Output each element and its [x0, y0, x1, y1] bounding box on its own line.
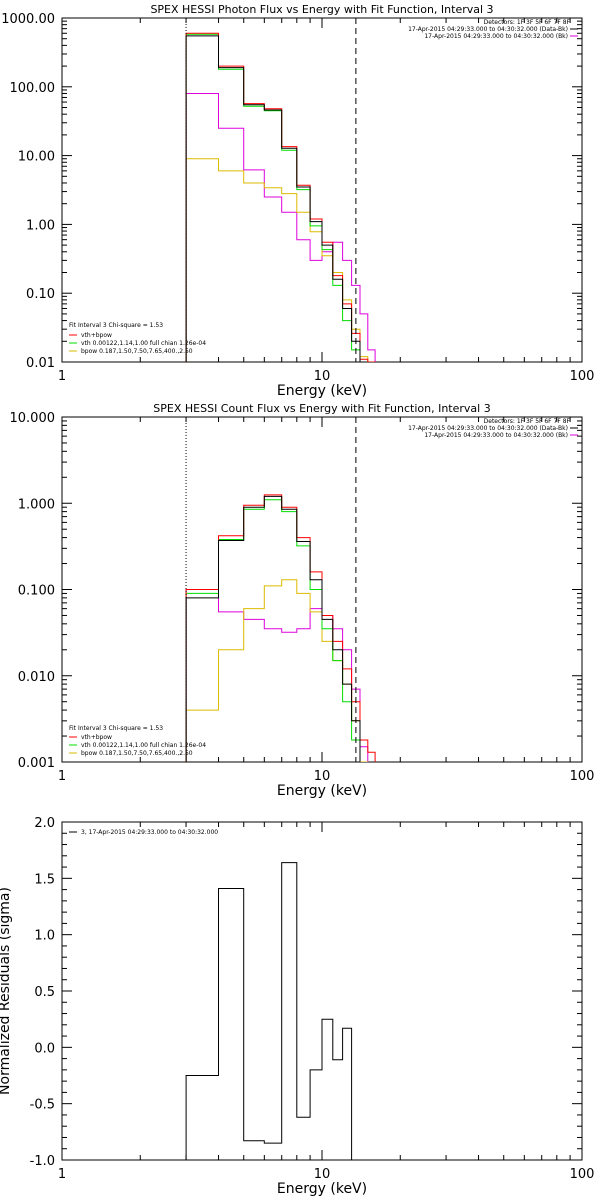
y-axis-title: Normalized Residuals (sigma): [0, 887, 13, 1095]
series-data-line: [185, 32, 376, 362]
legend-entry: vth+bpow: [81, 734, 112, 741]
header-line: 17-Apr-2015 04:29:33.000 to 04:30:32.000…: [424, 432, 568, 439]
y-tick-label: 1.00: [26, 218, 55, 233]
chart-title: SPEX HESSI Photon Flux vs Energy with Fi…: [150, 3, 493, 16]
x-tick-label: 1: [58, 369, 66, 384]
y-tick-label: 2.0: [34, 816, 55, 831]
y-tick-label: 100.00: [10, 81, 56, 96]
y-tick-label: 0.001: [18, 756, 55, 771]
series-bkg-line: [185, 589, 369, 762]
y-tick-label: 1000.00: [1, 12, 55, 27]
y-tick-label: 0.01: [26, 356, 55, 371]
y-tick-label: 0.10: [26, 287, 55, 302]
y-tick-label: 0.5: [34, 985, 55, 1000]
y-tick-label: 1.0: [34, 929, 55, 944]
legend-entry: bpow 0.187,1.50,7.50,7.65,400.,2.50: [81, 750, 193, 757]
legend-entry: Fit Interval 3 Chi-square = 1.53: [69, 725, 163, 732]
series-vth-line: [185, 33, 361, 362]
x-tick-label: 100: [570, 369, 595, 384]
y-tick-label: 10.00: [18, 150, 55, 165]
chart-panel-2: SPEX HESSI Count Flux vs Energy with Fit…: [10, 402, 595, 799]
plot-frame: [61, 17, 583, 363]
series-layer: [185, 32, 376, 362]
y-tick-label: 0.0: [34, 1041, 55, 1056]
header-line: 17-Apr-2015 04:29:33.000 to 04:30:32.000…: [408, 425, 568, 432]
legend-entry: 3, 17-Apr-2015 04:29:33.000 to 04:30:32.…: [81, 829, 218, 836]
x-axis-title: Energy (keV): [277, 1181, 367, 1197]
header-line: 17-Apr-2015 04:29:33.000 to 04:30:32.000…: [424, 33, 568, 40]
chart-title: SPEX HESSI Count Flux vs Energy with Fit…: [153, 402, 490, 415]
y-tick-label: 1.000: [18, 497, 55, 512]
series-bpow-line: [185, 579, 369, 762]
chart-panel-3: 1 10 100 Energy (keV) -1.0 -0.5 0.0 0.5 1.0 1.5 2.…: [0, 816, 594, 1197]
legend-entry: bpow 0.187,1.50,7.50,7.65,400.,2.50: [81, 348, 193, 355]
series-layer: [185, 494, 376, 762]
x-tick-label: 10: [314, 369, 331, 384]
y-tick-label: -1.0: [30, 1154, 55, 1169]
series-data-line: [185, 494, 376, 762]
series-bpow-line: [185, 158, 369, 362]
x-axis-title: Energy (keV): [277, 783, 367, 799]
x-tick-label: 1: [58, 769, 66, 784]
legend-entry: vth 0.00122,1.14,1.00 full chian 1.26e-0…: [81, 340, 206, 347]
y-tick-label: -0.5: [30, 1098, 55, 1113]
x-tick-label: 100: [570, 1167, 595, 1182]
series-total-line: [185, 495, 361, 762]
y-tick-label: 0.100: [18, 584, 55, 599]
x-tick-label: 10: [314, 769, 331, 784]
x-tick-label: 10: [314, 1167, 331, 1182]
y-tick-label: 10.000: [10, 411, 56, 426]
legend-entry: vth 0.00122,1.14,1.00 full chian 1.26e-0…: [81, 742, 206, 749]
y-tick-label: 1.5: [34, 872, 55, 887]
x-tick-label: 100: [570, 769, 595, 784]
x-axis-title: Energy (keV): [277, 383, 367, 399]
series-total-line: [185, 35, 361, 362]
x-tick-label: 1: [58, 1167, 66, 1182]
header-line: Detectors: 1F 3F 5F 6F 7F 8F: [484, 418, 571, 425]
legend-entry: vth+bpow: [81, 332, 112, 339]
y-tick-label: 0.010: [18, 670, 55, 685]
plot-frame: [61, 821, 583, 1161]
header-line: Detectors: 1F 3F 5F 6F 7F 8F: [484, 19, 571, 26]
legend-entry: Fit Interval 3 Chi-square = 1.53: [69, 322, 163, 329]
series-layer: [185, 862, 353, 1160]
series-bkg-line: [185, 93, 376, 362]
series-total-line: [185, 862, 353, 1160]
series-vth-line: [185, 499, 361, 762]
chart-panel-1: SPEX HESSI Photon Flux vs Energy with Fi…: [1, 3, 594, 399]
header-line: 17-Apr-2015 04:29:33.000 to 04:30:32.000…: [408, 26, 568, 33]
